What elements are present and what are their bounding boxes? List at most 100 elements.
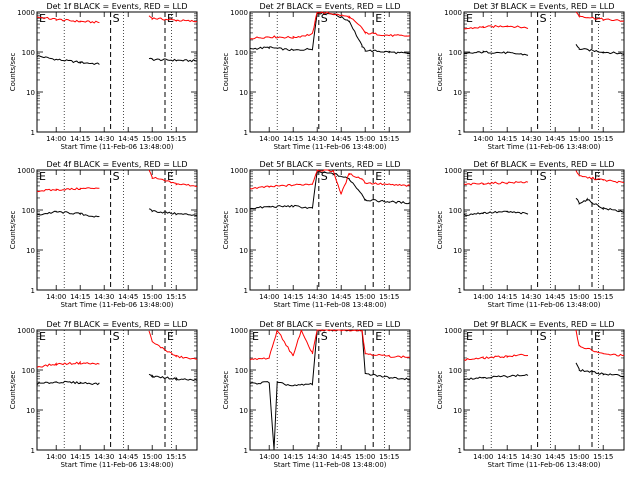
x-tick-label: 14:30 [307, 453, 327, 461]
y-tick-label: 1 [244, 447, 248, 455]
x-tick-label: 14:00 [259, 293, 279, 301]
x-tick-label: 15:15 [166, 135, 186, 143]
y-tick-label: 10 [239, 407, 248, 415]
lld-series-line [249, 329, 411, 361]
x-axis-label: Start Time (11-Feb-06 13:48:00) [273, 143, 386, 151]
marker-label: S [540, 170, 547, 183]
x-tick-label: 14:00 [473, 453, 493, 461]
x-tick-label: 14:45 [331, 135, 351, 143]
marker-label: E [167, 170, 174, 183]
plot-frame [463, 11, 625, 133]
x-tick-label: 14:45 [545, 135, 565, 143]
y-tick-label: 10 [453, 407, 462, 415]
x-tick-label: 15:00 [355, 135, 375, 143]
chart-title: Det 6f BLACK = Events, RED = LLD [473, 160, 614, 169]
x-tick-label: 14:45 [331, 293, 351, 301]
events-series-line [36, 208, 198, 218]
x-tick-label: 14:30 [94, 135, 114, 143]
x-tick-label: 14:30 [521, 453, 541, 461]
marker-label: E [594, 170, 601, 183]
marker-label: E [375, 12, 382, 25]
plot-frame [463, 169, 625, 291]
events-series-line [249, 329, 411, 451]
x-tick-label: 14:00 [473, 293, 493, 301]
y-tick-label: 1000 [17, 167, 35, 175]
marker-label: E [252, 330, 259, 343]
y-tick-label: 1 [458, 447, 462, 455]
marker-label: S [321, 330, 328, 343]
y-tick-label: 1000 [444, 167, 462, 175]
chart-title: Det 3f BLACK = Events, RED = LLD [473, 2, 614, 11]
x-tick-label: 15:00 [355, 293, 375, 301]
x-tick-label: 15:00 [142, 135, 162, 143]
marker-label: E [466, 170, 473, 183]
y-axis-label: Counts/sec [9, 53, 17, 92]
x-tick-label: 15:00 [142, 453, 162, 461]
marker-label: E [39, 12, 46, 25]
marker-label: S [540, 330, 547, 343]
x-axis-label: Start Time (11-Feb-06 13:48:00) [60, 301, 173, 309]
x-tick-label: 14:00 [46, 135, 66, 143]
plot-frame [249, 169, 411, 291]
y-tick-label: 100 [235, 207, 248, 215]
marker-label: E [375, 170, 382, 183]
plot-frame [249, 11, 411, 133]
marker-label: E [167, 12, 174, 25]
x-axis-label: Start Time (11-Feb-06 13:48:00) [60, 143, 173, 151]
marker-label: S [321, 12, 328, 25]
y-tick-label: 1 [244, 129, 248, 137]
chart-panel: Det 2f BLACK = Events, RED = LLD 1 10 100 10… [222, 2, 411, 151]
plot-frame [36, 11, 198, 133]
y-tick-label: 1 [458, 129, 462, 137]
marker-label: S [113, 12, 120, 25]
events-series-line [36, 55, 198, 65]
chart-title: Det 8f BLACK = Events, RED = LLD [259, 320, 400, 329]
chart-panel: Det 9f BLACK = Events, RED = LLD 1 10 100 10… [436, 320, 625, 469]
lld-series-line [463, 170, 625, 186]
marker-label: S [113, 170, 120, 183]
chart-panel: Det 8f BLACK = Events, RED = LLD 1 10 100 10… [222, 320, 411, 469]
x-tick-label: 14:15 [70, 135, 90, 143]
y-tick-label: 1 [31, 447, 35, 455]
x-tick-label: 14:15 [283, 293, 303, 301]
y-axis-label: Counts/sec [9, 371, 17, 410]
y-tick-label: 10 [453, 247, 462, 255]
events-series-line [463, 197, 625, 216]
x-tick-label: 14:15 [497, 135, 517, 143]
lld-series-line [463, 11, 625, 30]
y-tick-label: 10 [239, 89, 248, 97]
y-tick-label: 1 [244, 287, 248, 295]
x-tick-label: 15:00 [569, 453, 589, 461]
x-tick-label: 15:15 [593, 453, 613, 461]
plot-frame [36, 169, 198, 291]
marker-label: E [594, 330, 601, 343]
y-axis-label: Counts/sec [9, 211, 17, 250]
x-tick-label: 14:45 [545, 453, 565, 461]
events-series-line [463, 44, 625, 56]
x-tick-label: 14:30 [307, 135, 327, 143]
x-tick-label: 15:15 [593, 293, 613, 301]
x-axis-label: Start Time (11-Feb-06 13:48:00) [60, 461, 173, 469]
x-tick-label: 15:15 [379, 293, 399, 301]
x-axis-label: Start Time (11-Feb-06 13:48:00) [487, 143, 600, 151]
marker-label: E [466, 330, 473, 343]
x-tick-label: 15:15 [379, 135, 399, 143]
lld-series-line [36, 169, 198, 193]
x-axis-label: Start Time (11-Feb-06 13:48:00) [487, 301, 600, 309]
marker-label: E [466, 12, 473, 25]
y-axis-label: Counts/sec [436, 53, 444, 92]
chart-title: Det 1f BLACK = Events, RED = LLD [46, 2, 187, 11]
marker-label: E [39, 330, 46, 343]
lld-series-line [463, 329, 625, 362]
plot-frame [249, 329, 411, 451]
x-tick-label: 14:00 [473, 135, 493, 143]
x-tick-label: 15:15 [593, 135, 613, 143]
x-tick-label: 14:00 [46, 293, 66, 301]
x-tick-label: 15:15 [166, 453, 186, 461]
events-series-line [463, 362, 625, 381]
x-axis-label: Start Time (11-Feb-06 13:48:00) [487, 461, 600, 469]
x-tick-label: 15:00 [569, 135, 589, 143]
plot-frame [36, 329, 198, 451]
y-tick-label: 10 [239, 247, 248, 255]
chart-panel: Det 5f BLACK = Events, RED = LLD 1 10 100 10… [222, 160, 411, 309]
